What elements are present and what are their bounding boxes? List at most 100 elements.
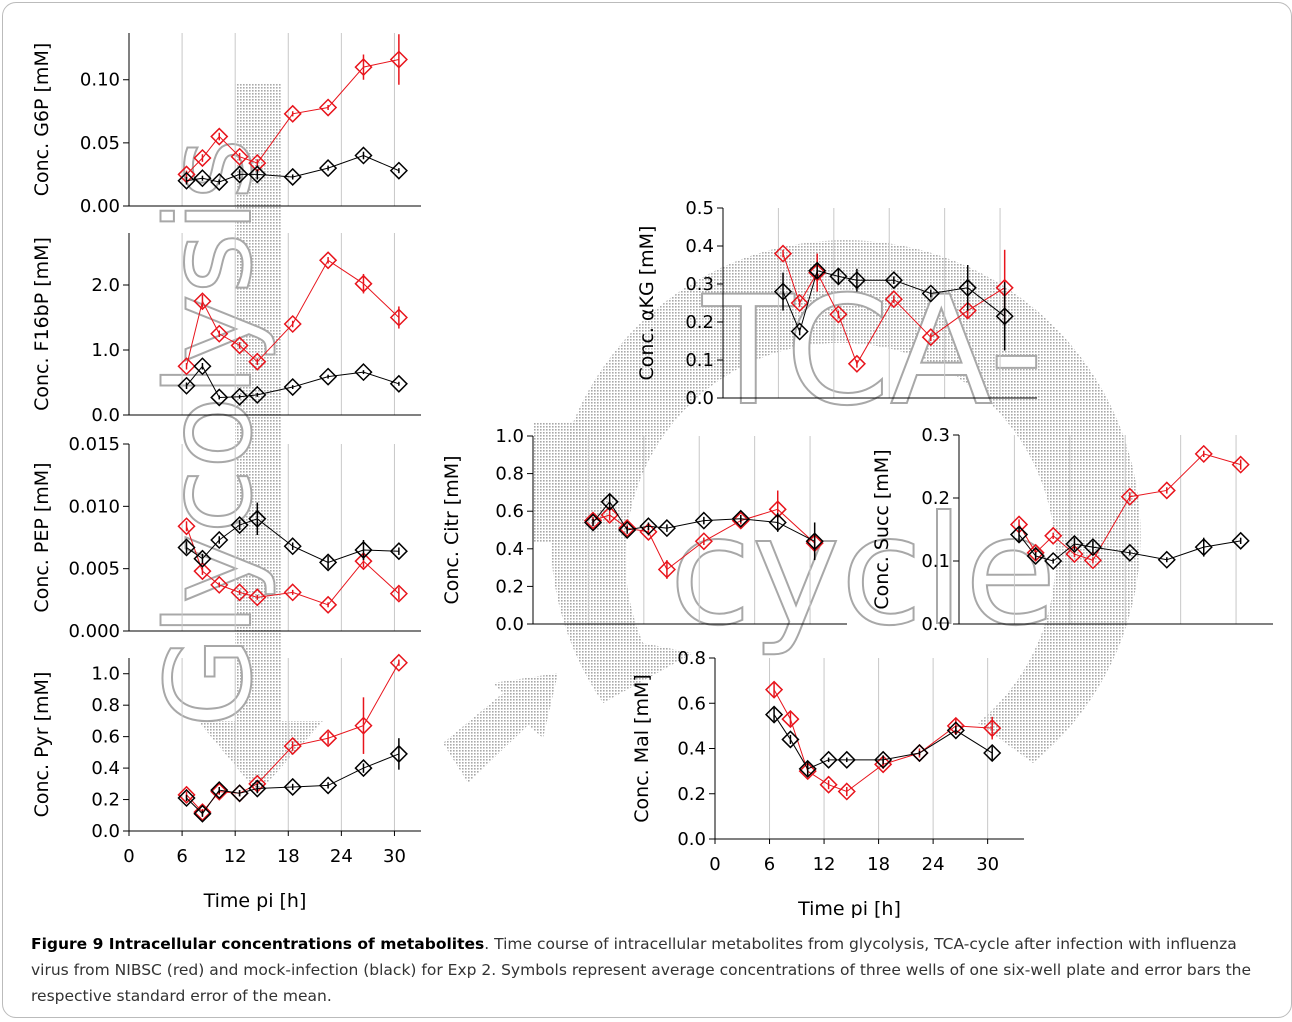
marker [765,680,784,699]
marker [210,575,229,594]
marker [283,537,302,556]
marker [354,146,373,165]
marker [1065,545,1084,564]
y-tick-label: 0.3 [685,274,714,295]
y-tick-label: 0.0 [91,821,120,842]
y-axis-label: Conc. Pyr [mM] [31,672,53,818]
marker [1157,481,1176,500]
marker [248,588,267,607]
marker [600,492,619,511]
y-tick-label: 1.0 [91,664,120,685]
marker [773,244,793,263]
marker [1231,531,1250,550]
x-tick-label: 30 [383,846,406,867]
panel: 0.0 0.1 0.2 0.3 Conc. Succ [mM] [871,425,1273,635]
y-tick-label: 1.0 [91,340,120,361]
link-arrow [443,673,558,783]
caption: Figure 9 Intracellular concentrations of… [31,931,1271,1009]
marker [210,388,229,407]
y-tick-label: 0.3 [921,425,950,446]
marker [618,519,637,538]
y-tick-label: 0.005 [68,559,120,580]
marker [884,271,903,290]
marker [177,171,196,190]
x-tick-label: 24 [922,854,945,875]
y-tick-label: 0.8 [91,695,120,716]
marker [193,169,212,188]
marker [230,583,249,602]
marker [193,562,212,581]
marker [283,314,302,334]
marker [230,147,249,166]
marker [618,520,637,540]
marker [958,278,977,297]
y-tick-label: 0.4 [685,236,714,257]
marker [177,538,196,557]
marker [177,785,196,804]
marker [829,267,848,286]
marker [210,781,229,800]
marker [1120,487,1139,506]
y-tick-label: 0.6 [91,727,120,748]
x-tick-label: 0 [709,854,720,875]
y-tick-label: 0.000 [68,621,120,642]
watermark-text: Glycolysis [140,138,278,727]
caption-label: Figure 9 Intracellular concentrations of… [31,935,485,953]
marker [731,511,750,530]
marker [921,284,940,303]
marker [1026,546,1045,566]
marker [248,509,267,528]
marker [1044,526,1063,545]
marker [808,261,827,280]
y-tick-label: 0.1 [921,551,950,572]
y-tick-label: 0.10 [80,70,120,91]
marker [819,750,838,769]
marker [283,583,302,602]
marker [177,517,196,536]
y-axis-label: Conc. Succ [mM] [871,449,893,609]
watermark-text: TCA- [701,265,1043,439]
marker [765,705,784,724]
marker [583,511,603,530]
marker [319,251,338,270]
y-tick-label: 0.4 [677,739,706,760]
marker [694,511,713,530]
y-tick-label: 0.6 [677,693,706,714]
marker [389,542,408,561]
marker [837,782,856,801]
y-axis-label: Conc. G6P [mM] [31,43,53,197]
marker [283,777,302,797]
tca-ring [550,240,1141,763]
y-tick-label: 0.8 [677,648,706,669]
marker [983,719,1002,738]
x-tick-label: 0 [123,846,134,867]
x-tick-label: 18 [277,846,300,867]
marker [983,743,1002,763]
marker [790,293,809,313]
marker [193,148,212,168]
marker [354,363,373,382]
y-tick-label: 0.2 [677,784,706,805]
marker [389,308,408,327]
y-tick-label: 0.00 [80,196,120,217]
y-tick-label: 0.5 [685,198,714,219]
y-tick-label: 0.2 [495,576,524,597]
marker [847,271,866,290]
marker [210,530,229,550]
marker [1194,538,1213,557]
marker [600,505,619,525]
marker [1083,538,1102,557]
y-tick-label: 0.05 [80,133,120,154]
y-tick-label: 0.0 [921,614,950,635]
y-tick-label: 0.2 [91,790,120,811]
marker [354,540,373,560]
marker [1083,551,1102,570]
y-tick-label: 0.0 [495,614,524,635]
marker [1044,551,1063,571]
y-axis-label: Conc. Mal [mM] [631,674,653,823]
marker [583,513,603,532]
marker [389,584,408,603]
marker [781,730,800,749]
marker [389,744,408,763]
marker [921,328,940,347]
